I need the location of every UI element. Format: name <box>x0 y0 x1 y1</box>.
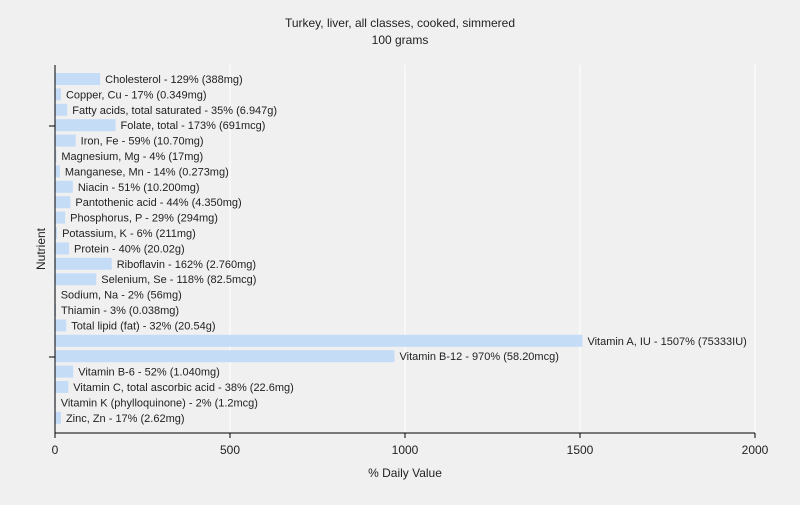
bar-label: Pantothenic acid - 44% (4.350mg) <box>75 197 241 209</box>
bar-labels: Cholesterol - 129% (388mg) Copper, Cu - 1… <box>61 74 747 425</box>
bar <box>55 381 69 393</box>
bar-label: Vitamin B-6 - 52% (1.040mg) <box>78 367 220 379</box>
bar-label: Total lipid (fat) - 32% (20.54g) <box>71 320 215 332</box>
bar-label: Vitamin K (phylloquinone) - 2% (1.2mcg) <box>61 397 258 409</box>
bar-label: Selenium, Se - 118% (82.5mcg) <box>101 274 256 286</box>
y-axis-ticks <box>49 125 55 358</box>
bar-label: Niacin - 51% (10.200mg) <box>78 182 200 194</box>
x-tick-label: 1000 <box>392 443 419 457</box>
bar <box>55 411 61 424</box>
bar <box>55 150 57 162</box>
bar <box>55 134 76 147</box>
bar-label: Thiamin - 3% (0.038mg) <box>61 305 179 317</box>
bar-label: Potassium, K - 6% (211mg) <box>62 228 196 240</box>
bar-label: Vitamin B-12 - 970% (58.20mcg) <box>400 351 559 363</box>
x-tick-label: 500 <box>220 443 240 457</box>
bar-label: Manganese, Mn - 14% (0.273mg) <box>65 166 229 178</box>
bar <box>55 304 57 316</box>
x-tick-label: 0 <box>52 443 59 457</box>
bar-label: Fatty acids, total saturated - 35% (6.94… <box>72 105 277 117</box>
bar-label: Phosphorus, P - 29% (294mg) <box>70 213 218 225</box>
bar <box>55 165 60 178</box>
bar <box>55 119 116 132</box>
bar <box>55 242 69 255</box>
bar-label: Folate, total - 173% (691mcg) <box>121 120 266 132</box>
bar-label: Riboflavin - 162% (2.760mg) <box>117 259 256 271</box>
chart-title: Turkey, liver, all classes, cooked, simm… <box>285 16 515 30</box>
bar <box>55 196 71 209</box>
bar <box>55 88 61 101</box>
bar-label: Copper, Cu - 17% (0.349mg) <box>66 89 207 101</box>
bar <box>55 103 68 116</box>
chart-subtitle: 100 grams <box>372 33 429 47</box>
bar <box>55 257 112 270</box>
grid-lines <box>229 65 756 433</box>
bar <box>55 273 97 286</box>
bar-label: Iron, Fe - 59% (10.70mg) <box>81 136 204 148</box>
bar <box>55 365 74 378</box>
bar-label: Vitamin A, IU - 1507% (75333IU) <box>587 336 746 348</box>
bar-label: Magnesium, Mg - 4% (17mg) <box>61 151 203 163</box>
bar-label: Sodium, Na - 2% (56mg) <box>61 290 182 302</box>
bar <box>55 319 67 332</box>
x-tick-label: 2000 <box>742 443 769 457</box>
bars <box>55 73 583 424</box>
bar-label: Vitamin C, total ascorbic acid - 38% (22… <box>73 382 293 394</box>
bar <box>55 211 66 224</box>
y-axis-label: Nutrient <box>34 227 48 270</box>
x-tick-label: 1500 <box>567 443 594 457</box>
x-axis-label: % Daily Value <box>368 466 442 480</box>
x-axis-ticks: 0 500 1000 1500 2000 <box>52 433 769 457</box>
bar <box>55 180 73 193</box>
bar <box>55 350 395 363</box>
bar-label: Cholesterol - 129% (388mg) <box>105 74 243 86</box>
bar <box>55 334 583 347</box>
bar <box>55 227 58 239</box>
bar-label: Protein - 40% (20.02g) <box>74 243 185 255</box>
bar-label: Zinc, Zn - 17% (2.62mg) <box>66 413 185 425</box>
bar <box>55 73 101 85</box>
